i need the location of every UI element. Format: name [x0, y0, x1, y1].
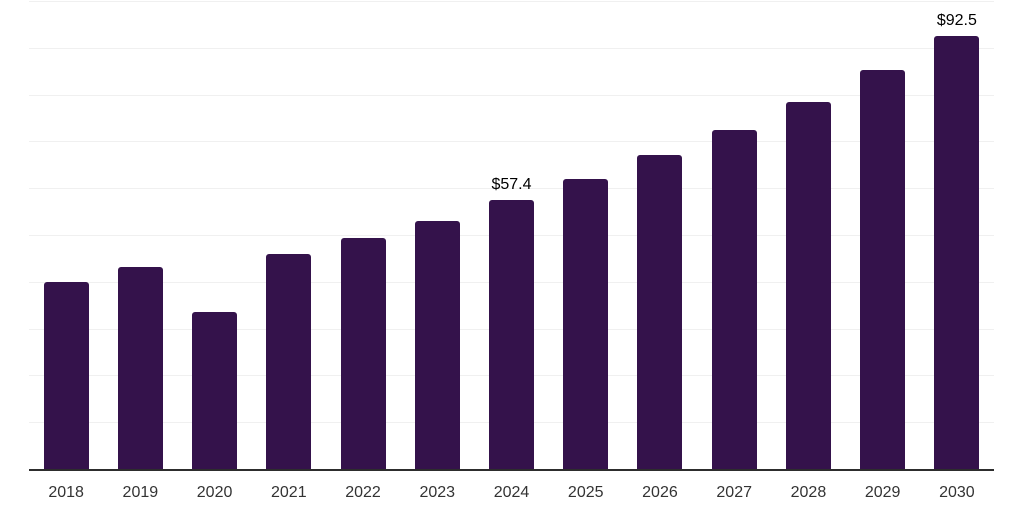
value-label-2030: $92.5: [936, 12, 977, 30]
x-axis-labels: 2018 2019 2020 2021 2022 2023 2024 2025 2026 2027…: [0, 483, 1024, 505]
bar-2030: [934, 36, 980, 469]
bar-2021: [266, 253, 312, 469]
x-tick-2027: 2027: [716, 484, 752, 501]
x-tick-2023: 2023: [419, 484, 456, 501]
bar-2020: [192, 311, 238, 469]
bar-2022: [340, 238, 386, 469]
gridline-80: [29, 94, 994, 96]
x-tick-2030: 2030: [939, 484, 975, 501]
x-tick-2026: 2026: [642, 484, 678, 501]
bar-2027: [711, 129, 757, 469]
gridline-60: [29, 188, 994, 190]
bar-2029: [860, 69, 906, 469]
x-tick-2020: 2020: [196, 484, 233, 501]
value-label-2024: $57.4: [491, 176, 532, 194]
gridline-100: [29, 1, 994, 2]
bar-2018: [43, 281, 89, 469]
x-tick-2021: 2021: [271, 484, 307, 501]
plot-area: $57.4 $92.5: [29, 1, 994, 471]
bar-2028: [785, 102, 831, 469]
x-tick-2022: 2022: [345, 484, 381, 501]
bar-2023: [414, 220, 460, 469]
x-tick-2018: 2018: [48, 484, 84, 501]
x-tick-2028: 2028: [790, 484, 827, 501]
gridline-90: [29, 47, 994, 49]
bar-2026: [637, 154, 683, 469]
x-tick-2019: 2019: [122, 484, 159, 501]
bar-2024: [489, 200, 534, 469]
x-tick-2029: 2029: [864, 484, 901, 501]
bar-2019: [117, 266, 163, 469]
x-tick-2025: 2025: [567, 484, 604, 501]
gridline-70: [29, 141, 994, 143]
x-tick-2024: 2024: [493, 484, 530, 501]
bar-2025: [563, 178, 609, 469]
